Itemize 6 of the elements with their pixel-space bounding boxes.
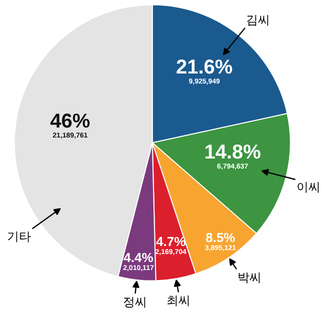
slice-label: 박씨 [237, 270, 262, 284]
slice-label: 기타 [7, 230, 32, 244]
slice-label: 정씨 [123, 294, 148, 309]
slice-label: 김씨 [246, 12, 270, 27]
slice-label: 이씨 [296, 180, 321, 194]
slice-label: 최씨 [166, 294, 191, 308]
